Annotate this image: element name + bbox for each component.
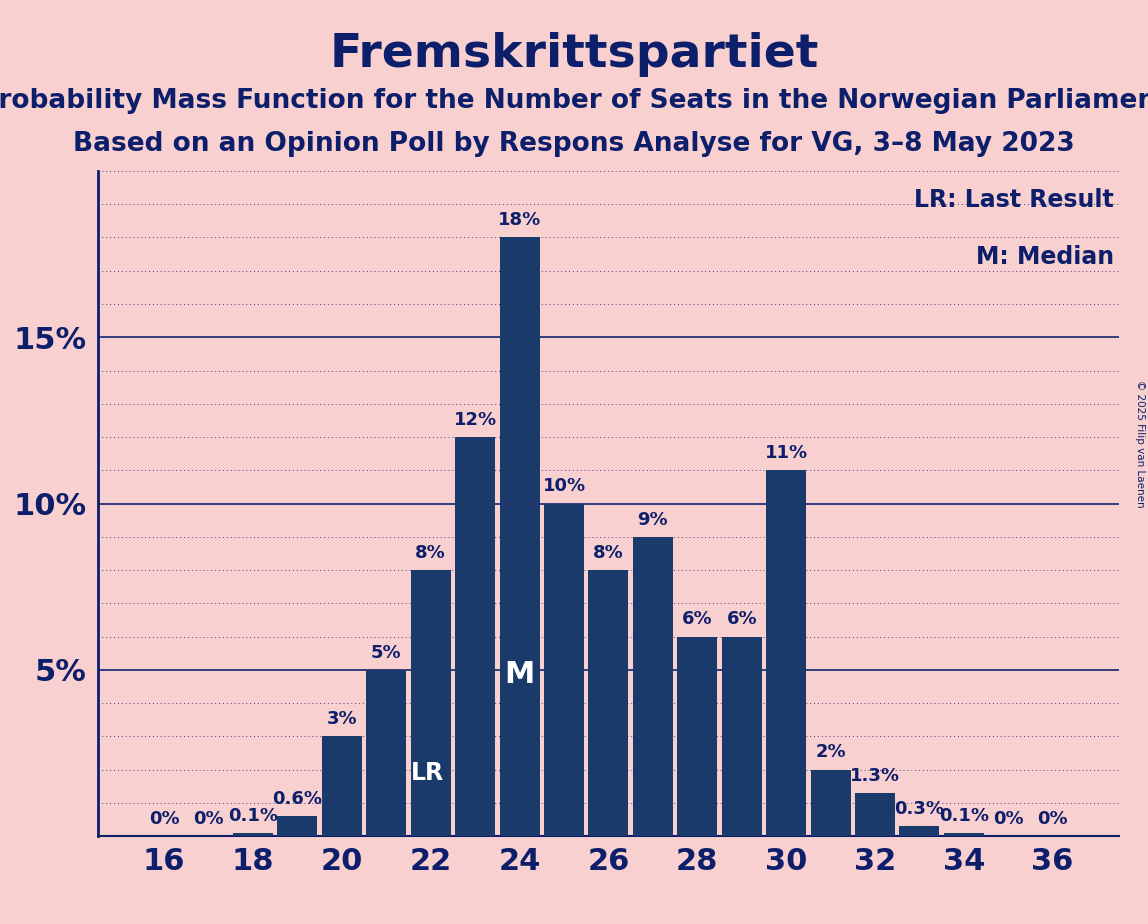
- Text: 0.1%: 0.1%: [228, 807, 278, 824]
- Text: 0%: 0%: [993, 810, 1024, 828]
- Text: 9%: 9%: [637, 511, 668, 529]
- Text: M: Median: M: Median: [976, 246, 1115, 270]
- Bar: [411, 570, 451, 836]
- Text: Based on an Opinion Poll by Respons Analyse for VG, 3–8 May 2023: Based on an Opinion Poll by Respons Anal…: [73, 131, 1075, 157]
- Bar: [944, 833, 984, 836]
- Text: 8%: 8%: [416, 544, 447, 562]
- Bar: [455, 437, 495, 836]
- Text: LR: LR: [411, 761, 444, 785]
- Text: 0%: 0%: [1038, 810, 1068, 828]
- Text: 0.6%: 0.6%: [272, 790, 323, 808]
- Bar: [366, 670, 406, 836]
- Text: 5%: 5%: [371, 644, 402, 662]
- Bar: [677, 637, 718, 836]
- Bar: [633, 537, 673, 836]
- Bar: [810, 770, 851, 836]
- Text: Fremskrittspartiet: Fremskrittspartiet: [329, 32, 819, 78]
- Text: 1.3%: 1.3%: [850, 767, 900, 784]
- Text: 3%: 3%: [326, 711, 357, 728]
- Text: 8%: 8%: [594, 544, 623, 562]
- Text: 0%: 0%: [149, 810, 179, 828]
- Text: M: M: [504, 660, 535, 689]
- Text: 2%: 2%: [815, 744, 846, 761]
- Bar: [766, 470, 806, 836]
- Bar: [233, 833, 273, 836]
- Bar: [278, 816, 318, 836]
- Bar: [321, 736, 362, 836]
- Text: LR: Last Result: LR: Last Result: [915, 188, 1115, 212]
- Text: 0.3%: 0.3%: [894, 800, 945, 818]
- Bar: [544, 504, 584, 836]
- Text: Probability Mass Function for the Number of Seats in the Norwegian Parliament: Probability Mass Function for the Number…: [0, 88, 1148, 114]
- Text: 6%: 6%: [682, 611, 713, 628]
- Bar: [899, 826, 939, 836]
- Bar: [722, 637, 761, 836]
- Text: 18%: 18%: [498, 212, 541, 229]
- Text: 11%: 11%: [765, 444, 808, 462]
- Bar: [855, 793, 895, 836]
- Bar: [499, 237, 540, 836]
- Text: 0%: 0%: [193, 810, 224, 828]
- Text: 6%: 6%: [727, 611, 757, 628]
- Text: 10%: 10%: [543, 478, 585, 495]
- Text: 0.1%: 0.1%: [939, 807, 988, 824]
- Text: 12%: 12%: [453, 411, 497, 429]
- Text: © 2025 Filip van Laenen: © 2025 Filip van Laenen: [1135, 380, 1145, 507]
- Bar: [589, 570, 628, 836]
